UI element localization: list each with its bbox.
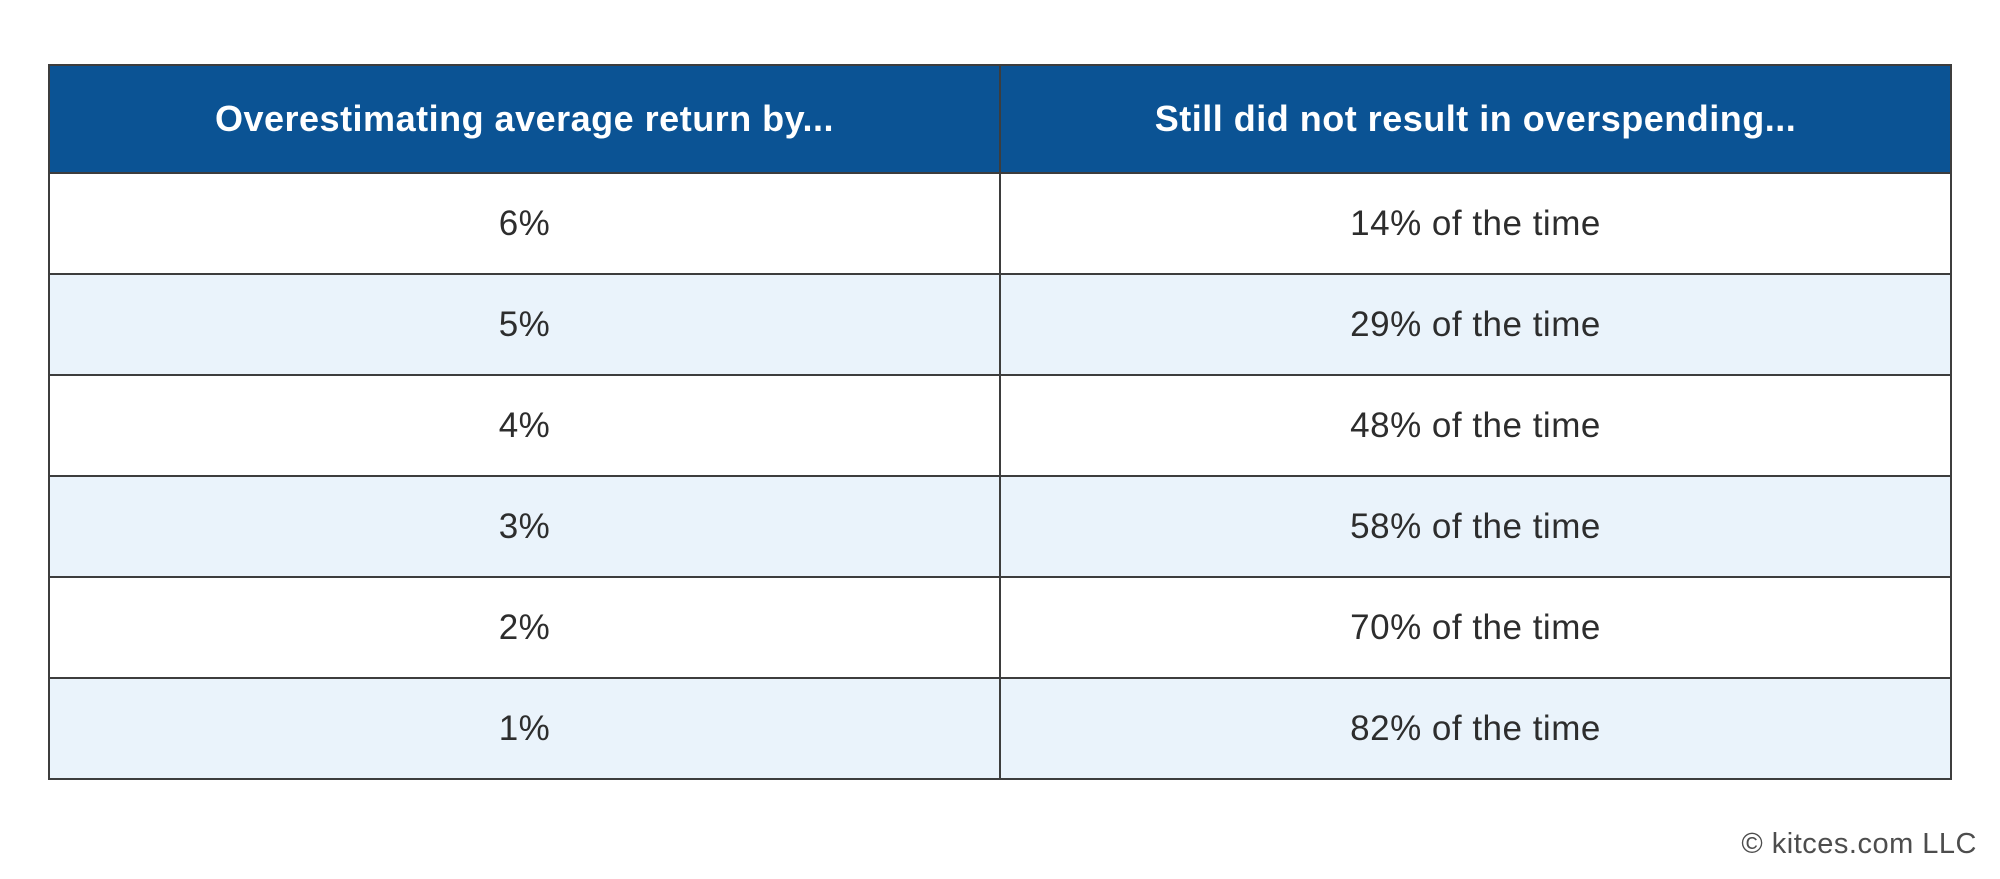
cell-return-overestimate: 6% bbox=[48, 172, 1001, 275]
cell-not-overspending: 48% of the time bbox=[999, 374, 1952, 477]
cell-return-overestimate: 5% bbox=[48, 273, 1001, 376]
table-body: 6% 14% of the time 5% 29% of the time 4%… bbox=[48, 172, 1952, 780]
cell-not-overspending: 70% of the time bbox=[999, 576, 1952, 679]
table-row: 1% 82% of the time bbox=[48, 677, 1952, 780]
cell-return-overestimate: 4% bbox=[48, 374, 1001, 477]
return-overestimate-table: Overestimating average return by... Stil… bbox=[48, 64, 1952, 780]
column-header-overestimating-return: Overestimating average return by... bbox=[48, 64, 1001, 174]
cell-return-overestimate: 1% bbox=[48, 677, 1001, 780]
column-header-not-overspending: Still did not result in overspending... bbox=[999, 64, 1952, 174]
table-row: 6% 14% of the time bbox=[48, 172, 1952, 275]
cell-not-overspending: 14% of the time bbox=[999, 172, 1952, 275]
table-row: 4% 48% of the time bbox=[48, 374, 1952, 477]
table-header-row: Overestimating average return by... Stil… bbox=[48, 64, 1952, 174]
copyright-notice: © kitces.com LLC bbox=[1741, 828, 1977, 860]
table-row: 5% 29% of the time bbox=[48, 273, 1952, 376]
table-row: 3% 58% of the time bbox=[48, 475, 1952, 578]
cell-not-overspending: 82% of the time bbox=[999, 677, 1952, 780]
table-row: 2% 70% of the time bbox=[48, 576, 1952, 679]
cell-not-overspending: 29% of the time bbox=[999, 273, 1952, 376]
cell-return-overestimate: 3% bbox=[48, 475, 1001, 578]
cell-return-overestimate: 2% bbox=[48, 576, 1001, 679]
table-header: Overestimating average return by... Stil… bbox=[48, 64, 1952, 174]
cell-not-overspending: 58% of the time bbox=[999, 475, 1952, 578]
